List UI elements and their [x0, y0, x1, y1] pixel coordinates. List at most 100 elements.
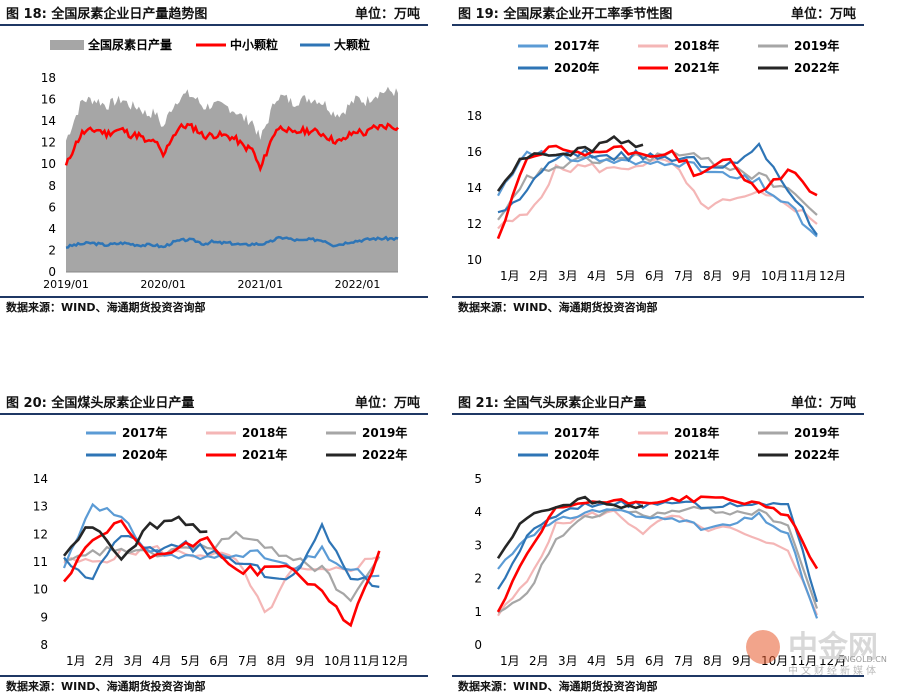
y-tick-label: 8	[40, 638, 48, 652]
x-tick-label: 2月	[529, 654, 549, 668]
panel-footer: 数据来源：WIND、海通期货投资咨询部	[0, 675, 428, 695]
small-granule-line	[64, 122, 399, 173]
series-line-2017	[497, 508, 819, 619]
y-tick-label: 6	[48, 200, 56, 214]
y-tick-label: 16	[41, 93, 56, 107]
y-tick-label: 0	[48, 265, 56, 279]
series-line-2022	[496, 135, 644, 192]
x-tick-label: 4月	[152, 654, 172, 668]
x-tick-label: 6月	[645, 269, 665, 283]
y-tick-label: 10	[467, 253, 482, 267]
unit-label: 单位：万吨	[790, 396, 856, 411]
x-tick-label: 8月	[703, 654, 723, 668]
chart-title: 图 20: 全国煤头尿素企业日产量	[6, 396, 195, 411]
series-line-2022	[62, 515, 208, 562]
x-tick-label: 4月	[587, 269, 607, 283]
legend-label: 2017年	[122, 425, 167, 440]
y-tick-label: 14	[467, 181, 482, 195]
x-tick-label: 6月	[209, 654, 229, 668]
source-note: 数据来源：WIND、海通期货投资咨询部	[6, 301, 206, 314]
y-tick-label: 4	[48, 222, 56, 236]
y-tick-label: 14	[33, 472, 48, 486]
total-output-area	[66, 86, 398, 272]
y-tick-label: 4	[474, 505, 482, 519]
x-tick-label: 5月	[616, 269, 636, 283]
legend-label: 2019年	[794, 425, 839, 440]
y-tick-label: 10	[41, 157, 56, 171]
series-line-2019	[497, 150, 818, 221]
chart-panel-operating-rate-seasonal: 图 19: 全国尿素企业开工率季节性图 单位：万吨 10 12 14 16 18 1月 2月…	[452, 0, 864, 322]
y-tick-label: 3	[474, 538, 482, 552]
y-tick-label: 10	[33, 583, 48, 597]
x-tick-label: 7月	[674, 654, 694, 668]
legend-label: 2022年	[794, 60, 839, 75]
x-tick-label: 8月	[267, 654, 287, 668]
x-tick-label: 10月	[324, 654, 351, 668]
watermark-logo-icon	[746, 630, 780, 664]
x-tick-label: 6月	[645, 654, 665, 668]
y-tick-label: 11	[33, 555, 48, 569]
legend-label: 2019年	[362, 425, 407, 440]
x-tick-label: 7月	[674, 269, 694, 283]
unit-label: 单位：万吨	[790, 7, 856, 22]
x-tick-label: 9月	[732, 269, 752, 283]
y-tick-label: 12	[33, 527, 48, 541]
unit-label: 单位：万吨	[354, 396, 420, 411]
series-line-2021	[496, 494, 819, 613]
chart-title: 图 21: 全国气头尿素企业日产量	[458, 396, 647, 411]
series-line-2019	[63, 530, 381, 603]
x-tick-label: 2021/01	[237, 278, 283, 291]
watermark-subtitle: 中文财经新媒体	[788, 666, 879, 677]
chart-title: 图 19: 全国尿素企业开工率季节性图	[458, 7, 673, 22]
panel-header: 图 21: 全国气头尿素企业日产量 单位：万吨	[452, 389, 864, 415]
watermark: 中金网 CNGOLD.CN 中文财经新媒体	[738, 622, 898, 692]
legend-label: 2018年	[242, 425, 287, 440]
legend-swatch-area	[50, 40, 84, 50]
y-tick-label: 9	[40, 610, 48, 624]
panel-header: 图 19: 全国尿素企业开工率季节性图 单位：万吨	[452, 0, 864, 26]
y-tick-label: 8	[48, 179, 56, 193]
y-tick-label: 1	[474, 605, 482, 619]
y-tick-label: 2	[48, 243, 56, 257]
series-line-2022	[496, 495, 644, 560]
panel-footer: 数据来源：WIND、海通期货投资咨询部	[0, 296, 428, 316]
chart-svg: 10 12 14 16 18 1月 2月 3月 4月 5月 6月 7月 8月 9月 10月 11月 12月 201…	[467, 38, 847, 283]
source-note: 数据来源：WIND、海通期货投资咨询部	[458, 680, 658, 693]
legend-label: 大颗粒	[334, 37, 370, 52]
watermark-text: 中金网	[788, 630, 878, 665]
series-line-2017	[497, 149, 818, 238]
panel-header: 图 20: 全国煤头尿素企业日产量 单位：万吨	[0, 389, 428, 415]
legend-label: 2021年	[242, 447, 287, 462]
chart-panel-coal-based-output: 图 20: 全国煤头尿素企业日产量 单位：万吨 8 9 10 11 12 13 14 1月 2月…	[0, 389, 428, 696]
y-tick-label: 16	[467, 145, 482, 159]
x-tick-label: 11月	[790, 269, 817, 283]
x-tick-label: 1月	[66, 654, 86, 668]
legend-label: 2022年	[362, 447, 407, 462]
x-tick-label: 12月	[819, 654, 846, 668]
x-tick-label: 4月	[587, 654, 607, 668]
x-tick-label: 12月	[381, 654, 408, 668]
x-tick-label: 2月	[95, 654, 115, 668]
source-note: 数据来源：WIND、海通期货投资咨询部	[6, 680, 206, 693]
chart-title: 图 18: 全国尿素企业日产量趋势图	[6, 7, 208, 22]
x-tick-label: 2020/01	[140, 278, 186, 291]
series-line-2021	[496, 144, 818, 240]
x-tick-label: 2月	[529, 269, 549, 283]
legend-label: 2020年	[554, 60, 599, 75]
x-tick-label: 10月	[761, 269, 788, 283]
legend-label: 2022年	[794, 447, 839, 462]
legend-label: 2018年	[674, 425, 719, 440]
watermark-url: CNGOLD.CN	[838, 655, 887, 664]
x-tick-label: 11月	[353, 654, 380, 668]
x-tick-label: 9月	[295, 654, 315, 668]
x-tick-label: 1月	[500, 654, 520, 668]
y-tick-label: 18	[41, 71, 56, 85]
legend-label: 2017年	[554, 425, 599, 440]
x-tick-label: 5月	[181, 654, 201, 668]
source-note: 数据来源：WIND、海通期货投资咨询部	[458, 301, 658, 314]
panel-header: 图 18: 全国尿素企业日产量趋势图 单位：万吨	[0, 0, 428, 26]
x-tick-label: 2019/01	[43, 278, 89, 291]
y-tick-label: 12	[41, 136, 56, 150]
chart-panel-gas-based-output: 图 21: 全国气头尿素企业日产量 单位：万吨 0 1 2 3 4 5 1月 2月 3月 4月 5月…	[452, 389, 864, 696]
